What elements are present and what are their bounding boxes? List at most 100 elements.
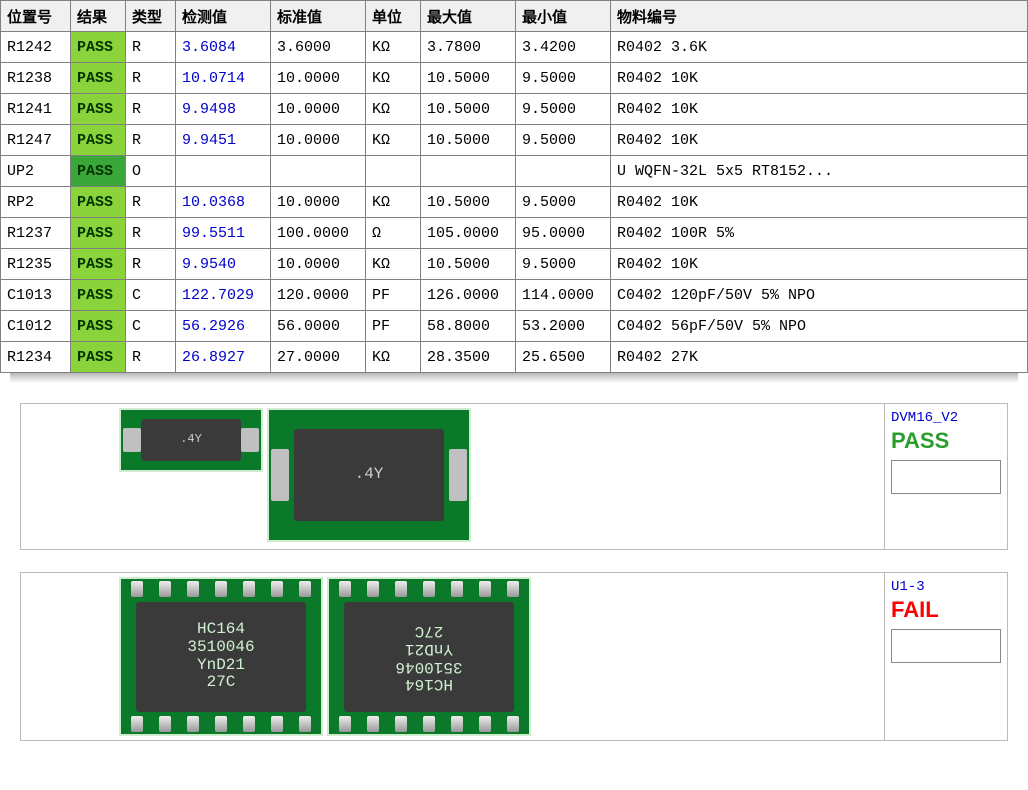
cell-part: U WQFN-32L 5x5 RT8152... [611, 156, 1028, 187]
inspection-panel: .4Y.4Y DVM16_V2 PASS [20, 403, 1008, 550]
cell-result: PASS [71, 280, 126, 311]
header-result[interactable]: 结果 [71, 1, 126, 32]
cell-type: R [126, 342, 176, 373]
cell-measured: 56.2926 [176, 311, 271, 342]
inspection-detail-box[interactable] [891, 460, 1001, 494]
cell-part: R0402 10K [611, 94, 1028, 125]
cell-result: PASS [71, 311, 126, 342]
header-measured[interactable]: 检测值 [176, 1, 271, 32]
cell-unit: KΩ [366, 249, 421, 280]
cell-result: PASS [71, 187, 126, 218]
cell-max: 10.5000 [421, 63, 516, 94]
cell-part: R0402 27K [611, 342, 1028, 373]
cell-min: 114.0000 [516, 280, 611, 311]
component-image[interactable]: .4Y [267, 408, 471, 542]
table-row[interactable]: R1241PASSR9.949810.0000KΩ10.50009.5000R0… [1, 94, 1028, 125]
table-row[interactable]: C1013PASSC122.7029120.0000PF126.0000114.… [1, 280, 1028, 311]
table-header: 位置号 结果 类型 检测值 标准值 单位 最大值 最小值 物料编号 [1, 1, 1028, 32]
component-image[interactable]: .4Y [119, 408, 263, 472]
cell-min: 9.5000 [516, 94, 611, 125]
test-results-table: 位置号 结果 类型 检测值 标准值 单位 最大值 最小值 物料编号 R1242P… [0, 0, 1028, 373]
cell-position: R1241 [1, 94, 71, 125]
cell-unit: KΩ [366, 32, 421, 63]
cell-position: R1238 [1, 63, 71, 94]
table-shadow [10, 373, 1018, 383]
cell-standard: 10.0000 [271, 187, 366, 218]
cell-type: O [126, 156, 176, 187]
cell-standard: 120.0000 [271, 280, 366, 311]
cell-measured: 122.7029 [176, 280, 271, 311]
cell-position: UP2 [1, 156, 71, 187]
inspection-name: U1-3 [891, 579, 1001, 595]
cell-unit: PF [366, 311, 421, 342]
cell-position: R1234 [1, 342, 71, 373]
cell-unit: KΩ [366, 187, 421, 218]
cell-max: 3.7800 [421, 32, 516, 63]
cell-min: 9.5000 [516, 249, 611, 280]
table-row[interactable]: R1237PASSR99.5511100.0000Ω105.000095.000… [1, 218, 1028, 249]
cell-measured: 99.5511 [176, 218, 271, 249]
header-type[interactable]: 类型 [126, 1, 176, 32]
cell-standard: 56.0000 [271, 311, 366, 342]
cell-type: C [126, 280, 176, 311]
cell-type: R [126, 125, 176, 156]
cell-min [516, 156, 611, 187]
table-row[interactable]: R1234PASSR26.892727.0000KΩ28.350025.6500… [1, 342, 1028, 373]
header-unit[interactable]: 单位 [366, 1, 421, 32]
table-row[interactable]: R1238PASSR10.071410.0000KΩ10.50009.5000R… [1, 63, 1028, 94]
inspection-status: PASS [891, 428, 1001, 454]
cell-position: C1013 [1, 280, 71, 311]
component-image[interactable]: HC1643510046YnD2127C [119, 577, 323, 736]
cell-unit: Ω [366, 218, 421, 249]
table-row[interactable]: RP2PASSR10.036810.0000KΩ10.50009.5000R04… [1, 187, 1028, 218]
inspection-name: DVM16_V2 [891, 410, 1001, 426]
cell-min: 9.5000 [516, 187, 611, 218]
cell-part: R0402 10K [611, 187, 1028, 218]
header-max[interactable]: 最大值 [421, 1, 516, 32]
header-position[interactable]: 位置号 [1, 1, 71, 32]
inspection-status: FAIL [891, 597, 1001, 623]
cell-max: 105.0000 [421, 218, 516, 249]
cell-result: PASS [71, 125, 126, 156]
cell-standard: 100.0000 [271, 218, 366, 249]
component-image[interactable]: HC1643510046YnD2127C [327, 577, 531, 736]
inspection-image-zone: HC1643510046YnD2127CHC1643510046YnD2127C [21, 573, 884, 740]
table-row[interactable]: UP2PASSO U WQFN-32L 5x5 RT8152... [1, 156, 1028, 187]
cell-measured: 10.0714 [176, 63, 271, 94]
cell-part: R0402 10K [611, 63, 1028, 94]
table-row[interactable]: C1012PASSC56.292656.0000PF58.800053.2000… [1, 311, 1028, 342]
cell-min: 95.0000 [516, 218, 611, 249]
cell-unit: PF [366, 280, 421, 311]
header-part[interactable]: 物料编号 [611, 1, 1028, 32]
cell-measured: 10.0368 [176, 187, 271, 218]
cell-measured [176, 156, 271, 187]
table-row[interactable]: R1235PASSR9.954010.0000KΩ10.50009.5000R0… [1, 249, 1028, 280]
cell-type: R [126, 187, 176, 218]
cell-result: PASS [71, 32, 126, 63]
cell-type: R [126, 63, 176, 94]
header-min[interactable]: 最小值 [516, 1, 611, 32]
cell-unit: KΩ [366, 63, 421, 94]
cell-min: 3.4200 [516, 32, 611, 63]
cell-standard: 10.0000 [271, 125, 366, 156]
cell-position: R1247 [1, 125, 71, 156]
cell-position: C1012 [1, 311, 71, 342]
cell-type: R [126, 32, 176, 63]
table-row[interactable]: R1247PASSR9.945110.0000KΩ10.50009.5000R0… [1, 125, 1028, 156]
cell-measured: 3.6084 [176, 32, 271, 63]
cell-result: PASS [71, 156, 126, 187]
inspection-detail-box[interactable] [891, 629, 1001, 663]
cell-part: R0402 10K [611, 249, 1028, 280]
cell-max: 58.8000 [421, 311, 516, 342]
cell-part: C0402 120pF/50V 5% NPO [611, 280, 1028, 311]
cell-unit: KΩ [366, 125, 421, 156]
cell-unit [366, 156, 421, 187]
cell-type: C [126, 311, 176, 342]
table-row[interactable]: R1242PASSR3.60843.6000KΩ3.78003.4200R040… [1, 32, 1028, 63]
cell-min: 9.5000 [516, 125, 611, 156]
header-standard[interactable]: 标准值 [271, 1, 366, 32]
inspection-side-panel: U1-3 FAIL [884, 573, 1007, 740]
cell-max: 10.5000 [421, 125, 516, 156]
cell-part: C0402 56pF/50V 5% NPO [611, 311, 1028, 342]
cell-unit: KΩ [366, 94, 421, 125]
